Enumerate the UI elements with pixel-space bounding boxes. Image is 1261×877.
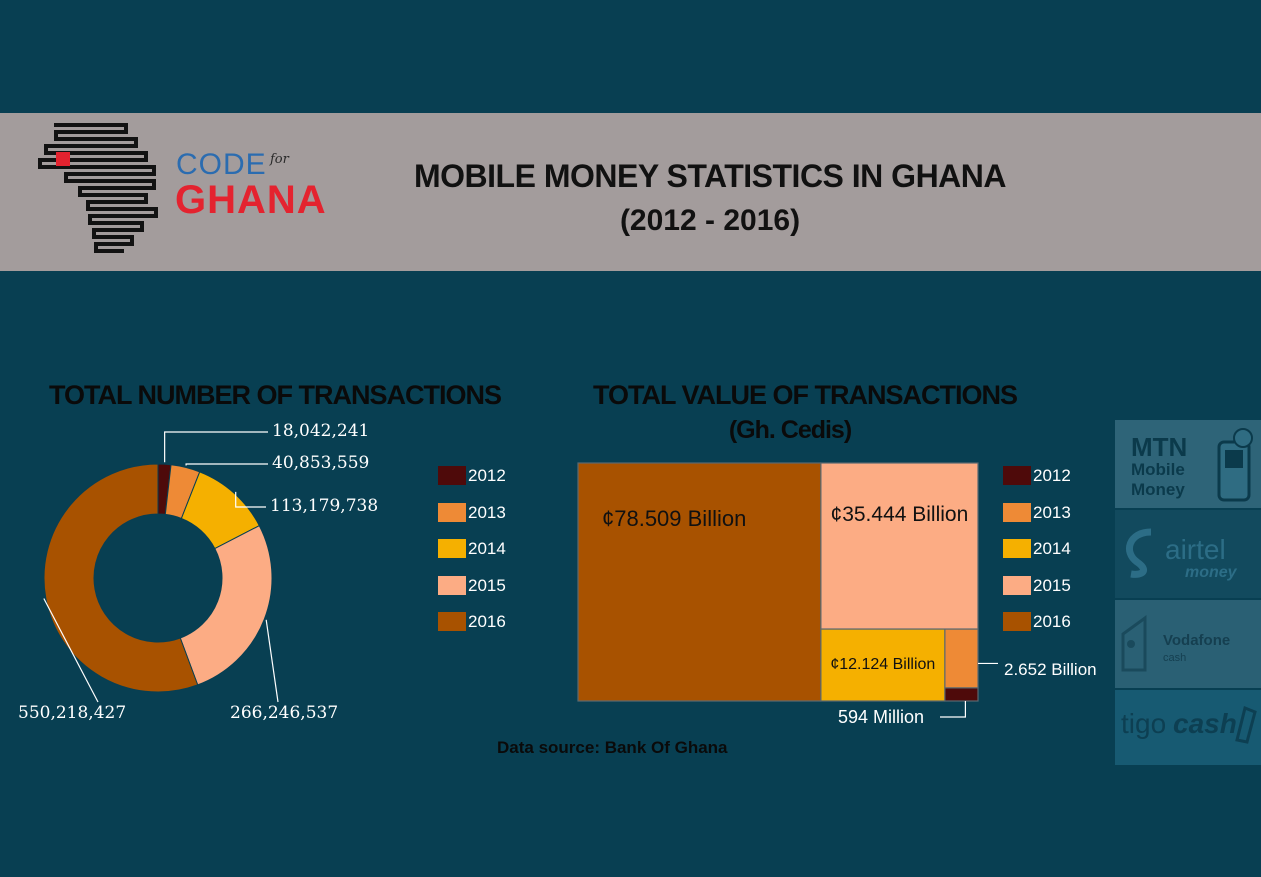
donut-chart: 18,042,241 40,853,559 113,179,738 266,246,5… <box>18 421 378 723</box>
donut-legend-swatch <box>438 612 466 631</box>
donut-legend-label: 2012 <box>468 466 506 485</box>
treemap-legend-label: 2016 <box>1033 612 1071 631</box>
treemap-data-label-2013: 2.652 Billion <box>1004 660 1097 679</box>
donut-data-label-2013: 40,853,559 <box>272 453 369 473</box>
logo-ghana-text: GHANA <box>175 178 327 222</box>
tag-icon <box>1121 615 1147 672</box>
treemap-leader-2012 <box>940 701 967 718</box>
airtel-logo-line2: money <box>1185 564 1237 581</box>
donut-data-label-2015: 266,246,537 <box>230 703 338 723</box>
donut-legend-label: 2016 <box>468 612 506 631</box>
donut-leader-2012 <box>164 431 268 463</box>
donut-legend-label: 2013 <box>468 502 506 522</box>
treemap-tile-2013 <box>944 628 979 689</box>
mtn-logo: MTN Mobile Money <box>1115 420 1261 508</box>
airtel-logo-name: airtel <box>1165 534 1226 565</box>
treemap-legend-swatch <box>1003 502 1031 522</box>
treemap-tile-2012 <box>944 687 979 702</box>
mtn-logo-line3: Money <box>1131 480 1185 499</box>
tigo-logo-line2: cash <box>1173 708 1237 739</box>
page-subtitle: (2012 - 2016) <box>619 204 801 237</box>
vodafone-logo: Vodafone cash <box>1115 600 1261 688</box>
treemap-legend-swatch <box>1003 539 1031 558</box>
title-banner <box>0 113 1261 271</box>
airtel-swirl-icon <box>1126 528 1152 578</box>
donut-slice-2016 <box>43 463 199 693</box>
treemap-legend-swatch <box>1003 466 1031 485</box>
donut-data-label-2012: 18,042,241 <box>272 421 369 441</box>
tigo-logo: tigo cash <box>1115 690 1261 765</box>
tigo-logo-name: tigo <box>1121 708 1167 739</box>
donut-legend-label: 2014 <box>468 539 506 558</box>
airtel-logo: airtel money <box>1115 510 1261 598</box>
treemap-legend-swatch <box>1003 612 1031 631</box>
donut-leader-2014 <box>235 491 266 508</box>
donut-data-label-2014: 113,179,738 <box>270 496 378 516</box>
donut-slice-2015 <box>179 524 273 686</box>
donut-leader-2016 <box>43 598 99 703</box>
treemap-legend-label: 2012 <box>1033 466 1071 485</box>
treemap-data-label-2012: 594 Million <box>838 707 924 727</box>
logo-for-text: for <box>270 152 289 167</box>
donut-legend-swatch <box>438 466 466 485</box>
vodafone-logo-line2: cash <box>1163 652 1187 664</box>
treemap-data-label-2014: ¢12.124 Billion <box>830 656 935 673</box>
phone-icon <box>1217 428 1253 502</box>
mtn-logo-line2: Mobile <box>1131 460 1185 479</box>
donut-leader-2015 <box>265 619 279 703</box>
page-title: MOBILE MONEY STATISTICS IN GHANA <box>413 158 1007 194</box>
africa-logo-icon <box>38 123 158 253</box>
treemap-legend-label: 2015 <box>1033 575 1071 595</box>
data-source: Data source: Bank Of Ghana <box>497 738 728 757</box>
donut-data-label-2016: 550,218,427 <box>18 703 126 723</box>
treemap-data-label-2015: ¢35.444 Billion <box>831 503 969 526</box>
treemap-legend-swatch <box>1003 575 1031 595</box>
treemap-tile-2016 <box>577 462 822 702</box>
treemap-chart-subtitle: (Gh. Cedis) <box>728 416 852 444</box>
mtn-logo-name: MTN <box>1131 432 1188 462</box>
cash-note-icon <box>1235 705 1257 744</box>
treemap-tile-2015 <box>820 462 979 630</box>
donut-legend-swatch <box>438 502 466 522</box>
treemap-data-label-2016: ¢78.509 Billion <box>602 506 746 531</box>
treemap-chart: 594 Million 2.652 Billion ¢12.124 Billion ¢… <box>577 462 1097 727</box>
provider-logos: MTN Mobile Money airtel money Vodafone c… <box>1115 420 1261 765</box>
treemap-legend-label: 2014 <box>1033 539 1071 558</box>
donut-legend-swatch <box>438 539 466 558</box>
donut-chart-title: TOTAL NUMBER OF TRANSACTIONS <box>49 380 502 410</box>
treemap-chart-title: TOTAL VALUE OF TRANSACTIONS <box>593 380 1018 410</box>
logo-code-text: CODE <box>176 148 267 181</box>
donut-leader-2013 <box>185 463 268 466</box>
donut-legend-label: 2015 <box>468 575 506 595</box>
donut-legend-swatch <box>438 575 466 595</box>
vodafone-logo-name: Vodafone <box>1163 632 1231 649</box>
treemap-legend-label: 2013 <box>1033 502 1071 522</box>
